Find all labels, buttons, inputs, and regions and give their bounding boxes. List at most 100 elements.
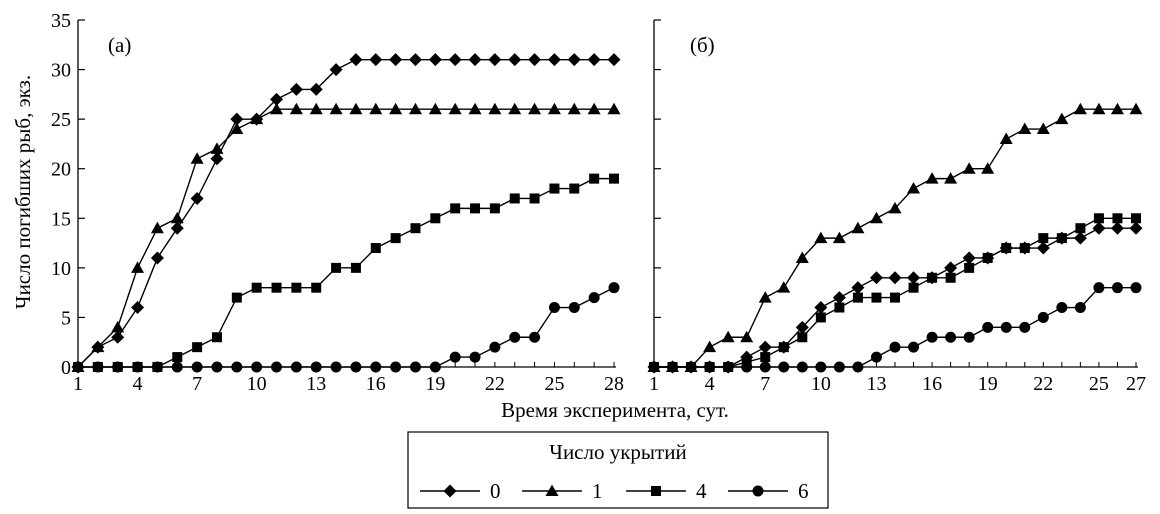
x-tick-label: 4: [705, 373, 715, 395]
legend-item-4: 4: [626, 479, 707, 503]
data-point: [370, 243, 381, 254]
data-point: [1129, 102, 1143, 115]
data-point: [468, 53, 482, 67]
x-tick-label: 13: [306, 373, 326, 395]
data-point: [1075, 223, 1086, 234]
data-point: [963, 331, 975, 343]
y-tick-label: 0: [61, 357, 71, 379]
data-point: [870, 351, 882, 363]
data-point: [170, 221, 184, 235]
data-point: [409, 361, 421, 373]
data-point: [567, 102, 581, 115]
data-point: [1093, 213, 1104, 224]
data-point: [834, 302, 845, 313]
data-point: [1055, 112, 1069, 125]
data-point: [888, 201, 902, 214]
data-point: [271, 361, 283, 373]
data-point: [289, 82, 303, 96]
data-point: [852, 292, 863, 303]
x-axis-title: Время эксперимента, сут.: [501, 398, 729, 422]
data-point: [408, 53, 422, 67]
series-line: [78, 177, 614, 368]
data-point: [999, 132, 1013, 144]
data-point: [778, 361, 790, 373]
data-point: [547, 53, 561, 67]
series-1: [647, 102, 1143, 372]
data-point: [72, 361, 84, 373]
data-point: [170, 211, 184, 224]
data-point: [349, 102, 363, 115]
data-point: [489, 203, 500, 214]
data-point: [330, 361, 342, 373]
data-point: [112, 361, 124, 373]
legend-items: 0 1 4 6: [420, 479, 809, 503]
x-tick-label: 25: [1089, 373, 1109, 395]
data-point: [211, 361, 223, 373]
data-point: [250, 112, 264, 125]
data-point: [251, 282, 262, 293]
data-point: [814, 231, 828, 244]
data-point: [111, 330, 125, 344]
series-line: [77, 58, 614, 368]
data-point: [408, 102, 422, 115]
legend-label: 4: [696, 479, 707, 503]
x-tick-label: 16: [922, 373, 942, 395]
data-point: [151, 361, 163, 373]
data-point: [890, 292, 900, 303]
data-point: [231, 361, 243, 373]
data-point: [1093, 282, 1105, 294]
data-point: [310, 361, 322, 373]
series-6: [648, 282, 1142, 373]
data-point: [271, 282, 282, 293]
data-point: [528, 53, 542, 67]
data-point: [309, 82, 323, 96]
data-point: [981, 162, 995, 174]
x-tick-label: 10: [811, 373, 831, 395]
data-point: [962, 162, 976, 174]
panel-b: 1 4 7 10 13 16 19 22 25 27 (б): [647, 19, 1146, 395]
data-point: [722, 361, 734, 373]
data-point: [907, 182, 921, 194]
data-point: [448, 102, 462, 115]
data-point: [926, 331, 938, 343]
data-point: [833, 361, 845, 373]
x-tick-label: 19: [425, 373, 445, 395]
data-point: [851, 221, 865, 234]
x-tick-label: 19: [978, 373, 998, 395]
series-line: [77, 108, 614, 368]
y-tick-label: 25: [51, 109, 71, 131]
data-point: [568, 302, 580, 314]
data-point: [648, 361, 660, 373]
legend-label: 6: [798, 479, 809, 503]
data-point: [470, 203, 481, 214]
x-tick-label: 4: [133, 373, 143, 395]
data-point: [777, 281, 791, 293]
data-point: [428, 53, 442, 67]
data-point: [945, 331, 957, 343]
data-point: [758, 291, 772, 303]
x-tick-label: 1: [649, 373, 659, 395]
data-point: [548, 302, 560, 314]
data-point: [1019, 321, 1031, 333]
data-point: [759, 361, 771, 373]
data-point: [132, 361, 144, 373]
data-point: [350, 262, 361, 273]
data-point: [704, 361, 716, 373]
legend: Число укрытий 0 1 4 6: [407, 431, 829, 509]
data-point: [449, 351, 461, 363]
legend-item-1: 1: [522, 479, 603, 503]
data-point: [1092, 102, 1106, 115]
x-tick-label: 25: [544, 373, 564, 395]
data-point: [191, 361, 203, 373]
x-tick-label: 1: [73, 373, 83, 395]
data-point: [927, 272, 938, 283]
data-point: [251, 361, 263, 373]
data-point: [587, 102, 601, 115]
data-point: [889, 341, 901, 353]
data-point: [1056, 233, 1067, 244]
data-point: [815, 312, 826, 323]
data-point: [329, 63, 343, 77]
x-tick-label: 22: [1033, 373, 1053, 395]
data-point: [291, 282, 302, 293]
